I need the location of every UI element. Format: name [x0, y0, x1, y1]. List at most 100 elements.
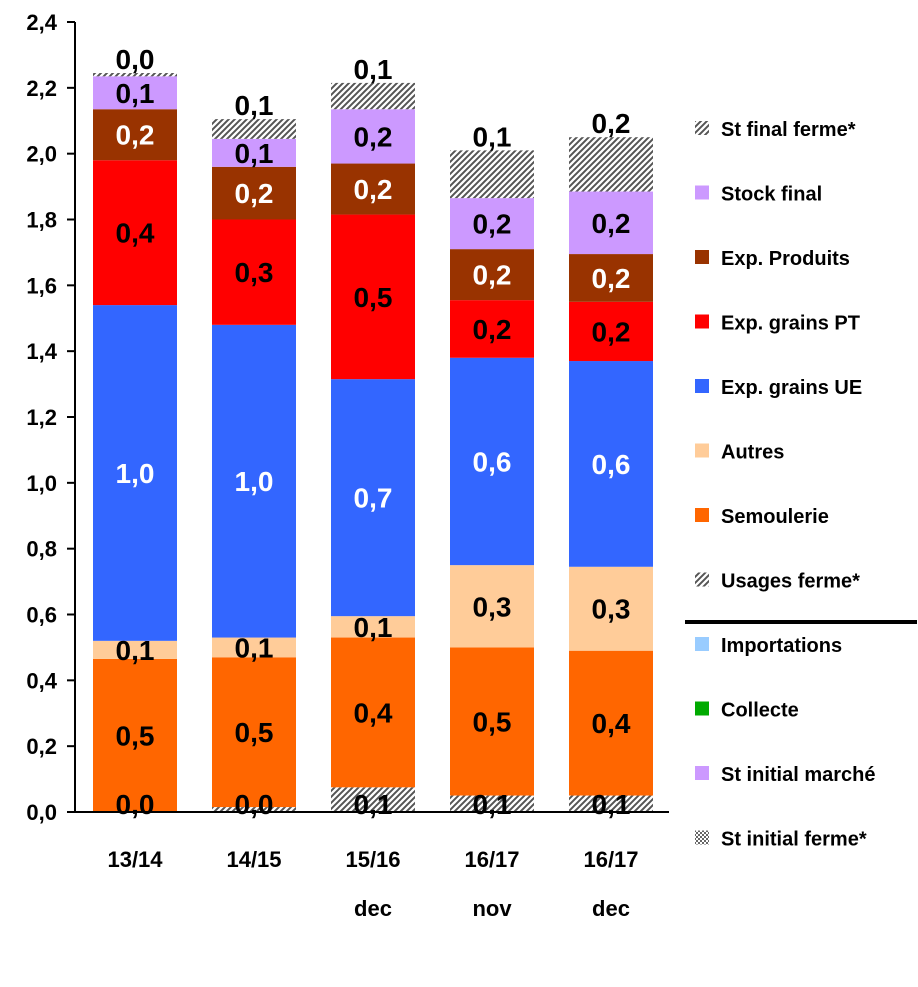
- legend-label: St final ferme*: [721, 119, 856, 141]
- legend-swatch: [695, 443, 709, 458]
- data-label-exp_ue-4: 0,6: [592, 449, 631, 480]
- data-label-stock_final-3: 0,2: [473, 209, 512, 240]
- bar-segment-semoulerie-2: [331, 637, 415, 788]
- bar-segment-semoulerie-3: [450, 647, 534, 796]
- data-label-semoulerie-0: 0,5: [116, 720, 155, 751]
- data-label-exp_pt-3: 0,2: [473, 314, 512, 345]
- bar-segment-semoulerie-4: [569, 650, 653, 796]
- bar-segment-stock_final-2: [331, 109, 415, 164]
- bar-segment-st_final_ferme-4: [569, 137, 653, 192]
- bar-segment-autres-4: [569, 566, 653, 651]
- data-label-exp_ue-3: 0,6: [473, 446, 512, 477]
- bar-segment-exp_ue-0: [93, 305, 177, 641]
- bar-segment-semoulerie-1: [212, 657, 296, 808]
- bar-segment-st_final_ferme-3: [450, 150, 534, 199]
- data-label-autres-4: 0,3: [592, 594, 631, 625]
- legend-label: Importations: [721, 635, 842, 657]
- data-label-exp_pt-2: 0,5: [354, 282, 393, 313]
- legend-swatch: [695, 766, 709, 780]
- y-tick-label: 0,0: [26, 800, 57, 825]
- data-label-st_final_ferme-4: 0,2: [592, 108, 631, 139]
- legend-swatch: [695, 314, 709, 329]
- bar-segment-autres-3: [450, 565, 534, 648]
- data-label-exp_pt-1: 0,3: [235, 257, 274, 288]
- legend-label: Autres: [721, 442, 784, 464]
- y-tick-label: 2,4: [26, 10, 57, 35]
- bars-layer: [93, 73, 653, 812]
- data-label-usages_ferme-3: 0,1: [473, 789, 512, 820]
- y-tick-label: 1,2: [26, 405, 57, 430]
- bar-segment-usages_ferme-4: [569, 795, 653, 812]
- data-labels-layer: 0,00,50,11,00,40,20,10,00,00,50,11,00,30…: [116, 44, 631, 820]
- bar-segment-autres-2: [331, 616, 415, 638]
- y-tick-label: 1,4: [26, 339, 57, 364]
- x-tick-label: 13/14: [107, 847, 163, 872]
- legend-label: Usages ferme*: [721, 571, 860, 593]
- x-axis: 13/14 14/15 15/16 dec 16/17 nov 16/17 dec: [75, 811, 669, 921]
- data-label-exp_produits-3: 0,2: [473, 260, 512, 291]
- y-tick-label: 1,0: [26, 471, 57, 496]
- legend-swatch: [695, 379, 709, 393]
- x-tick-label: dec: [354, 896, 392, 921]
- bar-segment-exp_produits-2: [331, 163, 415, 215]
- x-tick-label: dec: [592, 896, 630, 921]
- bar-segment-st_final_ferme-0: [93, 73, 177, 77]
- data-label-st_final_ferme-3: 0,1: [473, 121, 512, 152]
- legend-label: Exp. grains PT: [721, 313, 860, 335]
- data-label-exp_produits-2: 0,2: [354, 174, 393, 205]
- legend-label: Semoulerie: [721, 506, 829, 528]
- bar-segment-stock_final-3: [450, 198, 534, 250]
- data-label-semoulerie-1: 0,5: [235, 717, 274, 748]
- bar-segment-exp_ue-4: [569, 361, 653, 567]
- bar-segment-exp_produits-3: [450, 249, 534, 301]
- bar-segment-exp_ue-1: [212, 324, 296, 638]
- legend-label: St initial ferme*: [721, 829, 867, 851]
- legend-swatch: [695, 185, 709, 200]
- bar-segment-stock_final-4: [569, 191, 653, 255]
- data-label-exp_ue-0: 1,0: [116, 458, 155, 489]
- y-axis: 0,0 0,2 0,4 0,6 0,8 1,0 1,2 1,4 1,6 1,8 2,0 2,2 2,4: [26, 10, 76, 825]
- legend-swatch: [695, 701, 709, 716]
- legend-swatch: [695, 508, 709, 522]
- bar-segment-stock_final-0: [93, 76, 177, 110]
- data-label-exp_produits-1: 0,2: [235, 178, 274, 209]
- legend-label: St initial marché: [721, 764, 876, 786]
- data-label-st_final_ferme-0: 0,0: [116, 44, 155, 75]
- bar-segment-exp_pt-4: [569, 301, 653, 362]
- bar-segment-exp_produits-4: [569, 254, 653, 302]
- data-label-exp_produits-4: 0,2: [592, 263, 631, 294]
- data-label-st_final_ferme-2: 0,1: [354, 54, 393, 85]
- bar-segment-st_final_ferme-1: [212, 119, 296, 139]
- data-label-exp_pt-4: 0,2: [592, 316, 631, 347]
- bar-segment-autres-0: [93, 640, 177, 659]
- y-tick-label: 2,2: [26, 76, 57, 101]
- legend-label: Exp. grains UE: [721, 377, 862, 399]
- y-tick-label: 1,6: [26, 273, 57, 298]
- bar-segment-autres-1: [212, 637, 296, 658]
- bar-segment-exp_pt-1: [212, 219, 296, 325]
- data-label-exp_produits-0: 0,2: [116, 120, 155, 151]
- x-tick-label: nov: [472, 896, 512, 921]
- bar-segment-st_final_ferme-2: [331, 82, 415, 110]
- legend-swatch: [695, 637, 709, 651]
- y-tick-label: 0,6: [26, 603, 57, 628]
- legend-label: Exp. Produits: [721, 248, 850, 270]
- legend-label: Collecte: [721, 700, 799, 722]
- data-label-semoulerie-2: 0,4: [354, 697, 393, 728]
- legend-swatch: [695, 250, 709, 264]
- bar-segment-exp_pt-2: [331, 214, 415, 380]
- data-label-semoulerie-3: 0,5: [473, 706, 512, 737]
- x-tick-label: 14/15: [226, 847, 281, 872]
- data-label-usages_ferme-4: 0,1: [592, 789, 631, 820]
- y-tick-label: 2,0: [26, 142, 57, 167]
- bar-segment-exp_pt-0: [93, 160, 177, 306]
- legend-swatch: [695, 121, 709, 135]
- data-label-autres-1: 0,1: [235, 632, 274, 663]
- data-label-exp_ue-1: 1,0: [235, 466, 274, 497]
- legend-swatch: [695, 830, 709, 845]
- bar-segment-exp_ue-2: [331, 379, 415, 617]
- data-label-stock_final-0: 0,1: [116, 78, 155, 109]
- data-label-autres-3: 0,3: [473, 591, 512, 622]
- bar-segment-usages_ferme-3: [450, 795, 534, 812]
